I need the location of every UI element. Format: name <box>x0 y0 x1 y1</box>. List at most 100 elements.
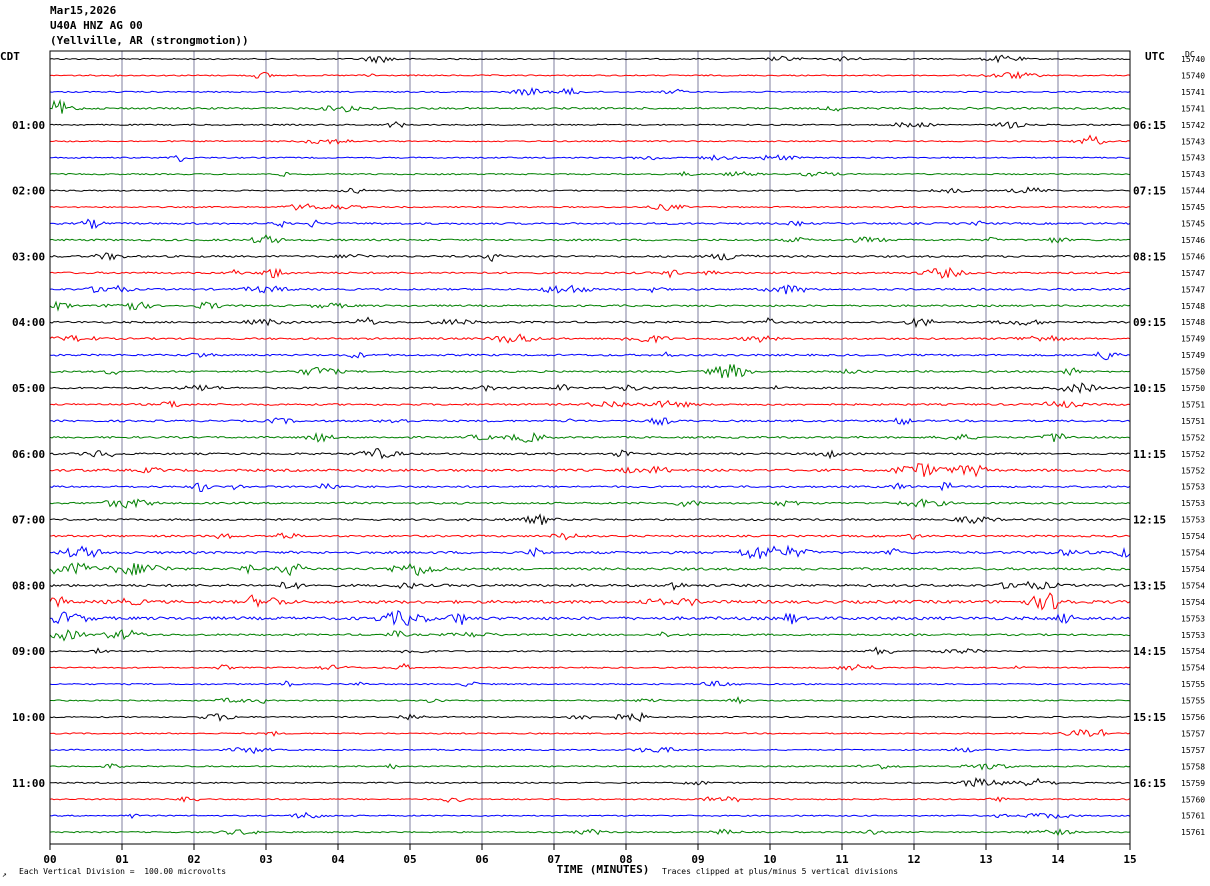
trace-row <box>49 364 1131 379</box>
trace-row <box>49 351 1131 361</box>
x-tick-label: 10 <box>763 853 776 866</box>
corner-mark: ↗ <box>2 870 7 879</box>
clip-note: Traces clipped at plus/minus 5 vertical … <box>662 867 899 876</box>
header-location: (Yellville, AR (strongmotion)) <box>50 34 249 47</box>
trace-row <box>50 696 1131 705</box>
x-tick-label: 14 <box>1051 853 1065 866</box>
trace-row <box>49 284 1131 295</box>
dc-offset-label: 15751 <box>1181 400 1205 409</box>
dc-offset-label: 15753 <box>1181 483 1205 492</box>
right-hour-label: 11:15 <box>1133 448 1166 461</box>
right-hour-label: 08:15 <box>1133 250 1166 263</box>
left-hour-label: 10:00 <box>12 711 45 724</box>
dc-offset-label: 15754 <box>1181 532 1205 541</box>
trace-row <box>49 121 1131 129</box>
left-timezone-label: CDT <box>0 50 20 63</box>
dc-offset-label: 15758 <box>1181 762 1205 771</box>
axis-labels: 00 01 02 03 04 05 06 07 08 09 10 11 12 13 14 15 TIME (MI… <box>0 50 1205 876</box>
trace-row <box>49 481 1131 493</box>
dc-offset-label: 15754 <box>1181 664 1205 673</box>
trace-rows <box>49 54 1131 837</box>
trace-row <box>49 170 1131 178</box>
x-tick-label: 01 <box>115 853 129 866</box>
trace-row <box>49 203 1131 211</box>
dc-offset-label: 15747 <box>1181 269 1205 278</box>
trace-row <box>49 580 1131 591</box>
trace-row <box>50 728 1131 737</box>
trace-row <box>49 513 1131 526</box>
left-hour-label: 03:00 <box>12 250 45 263</box>
left-hour-label: 07:00 <box>12 514 45 527</box>
x-tick-label: 06 <box>475 853 489 866</box>
plot-frame <box>49 50 1131 845</box>
trace-row <box>49 629 1131 642</box>
dc-offset-label: 15748 <box>1181 318 1205 327</box>
dc-offset-label: 15753 <box>1181 631 1205 640</box>
trace-row <box>49 186 1131 194</box>
trace-row <box>49 532 1131 541</box>
trace-row <box>49 86 1131 96</box>
left-hour-label: 01:00 <box>12 119 45 132</box>
trace-row <box>49 54 1131 64</box>
dc-offset-label: 15759 <box>1181 779 1205 788</box>
x-tick-label: 13 <box>979 853 992 866</box>
trace-row <box>49 592 1131 611</box>
dc-offset-label: 15749 <box>1181 335 1205 344</box>
trace-row <box>49 252 1131 263</box>
dc-offset-label: 15755 <box>1181 680 1205 689</box>
dc-offset-label: 15761 <box>1181 812 1205 821</box>
dc-offset-label: 15757 <box>1181 746 1205 755</box>
left-hour-label: 09:00 <box>12 645 45 658</box>
x-tick-label: 11 <box>835 853 849 866</box>
trace-row <box>49 300 1131 312</box>
left-hour-label: 08:00 <box>12 579 45 592</box>
dc-offset-label: 15753 <box>1181 516 1205 525</box>
left-hour-label: 04:00 <box>12 316 45 329</box>
right-hour-label: 12:15 <box>1133 514 1166 527</box>
left-hour-label: 02:00 <box>12 185 45 198</box>
trace-row <box>49 448 1131 460</box>
left-hour-label: 05:00 <box>12 382 45 395</box>
trace-row <box>49 609 1131 626</box>
dc-offset-label: 15743 <box>1181 154 1205 163</box>
x-tick-label: 04 <box>331 853 345 866</box>
trace-row <box>49 417 1131 427</box>
trace-row <box>49 382 1131 395</box>
dc-offset-label: 15741 <box>1181 104 1205 113</box>
trace-row <box>49 316 1131 329</box>
trace-row <box>50 154 1131 163</box>
dc-offset-label: 15753 <box>1181 499 1205 508</box>
trace-row <box>49 828 1131 837</box>
trace-row <box>49 711 1131 723</box>
dc-offset-label: 15754 <box>1181 581 1205 590</box>
dc-offset-label: 15745 <box>1181 203 1205 212</box>
trace-row <box>49 333 1131 344</box>
trace-row <box>49 218 1131 229</box>
dc-offset-label: 15748 <box>1181 302 1205 311</box>
x-tick-label: 05 <box>403 853 416 866</box>
dc-offset-label: 15747 <box>1181 285 1205 294</box>
right-hour-label: 14:15 <box>1133 645 1166 658</box>
trace-row <box>50 399 1131 409</box>
dc-offset-label: 15740 <box>1181 55 1205 64</box>
right-hour-label: 16:15 <box>1133 777 1166 790</box>
trace-row <box>49 796 1131 803</box>
trace-row <box>49 746 1131 755</box>
right-timezone-label: UTC <box>1145 50 1165 63</box>
dc-header: DC <box>1185 50 1195 59</box>
dc-offset-label: 15746 <box>1181 252 1205 261</box>
dc-offset-label: 15750 <box>1181 368 1205 377</box>
trace-row <box>49 462 1131 478</box>
dc-offset-label: 15754 <box>1181 565 1205 574</box>
right-hour-label: 07:15 <box>1133 185 1166 198</box>
dc-offset-label: 15755 <box>1181 697 1205 706</box>
dc-offset-label: 15749 <box>1181 351 1205 360</box>
dc-offset-label: 15741 <box>1181 88 1205 97</box>
dc-offset-label: 15754 <box>1181 647 1205 656</box>
trace-row <box>49 134 1131 145</box>
trace-row <box>49 498 1131 509</box>
dc-offset-label: 15761 <box>1181 828 1205 837</box>
trace-row <box>49 811 1131 820</box>
dc-offset-label: 15754 <box>1181 549 1205 558</box>
